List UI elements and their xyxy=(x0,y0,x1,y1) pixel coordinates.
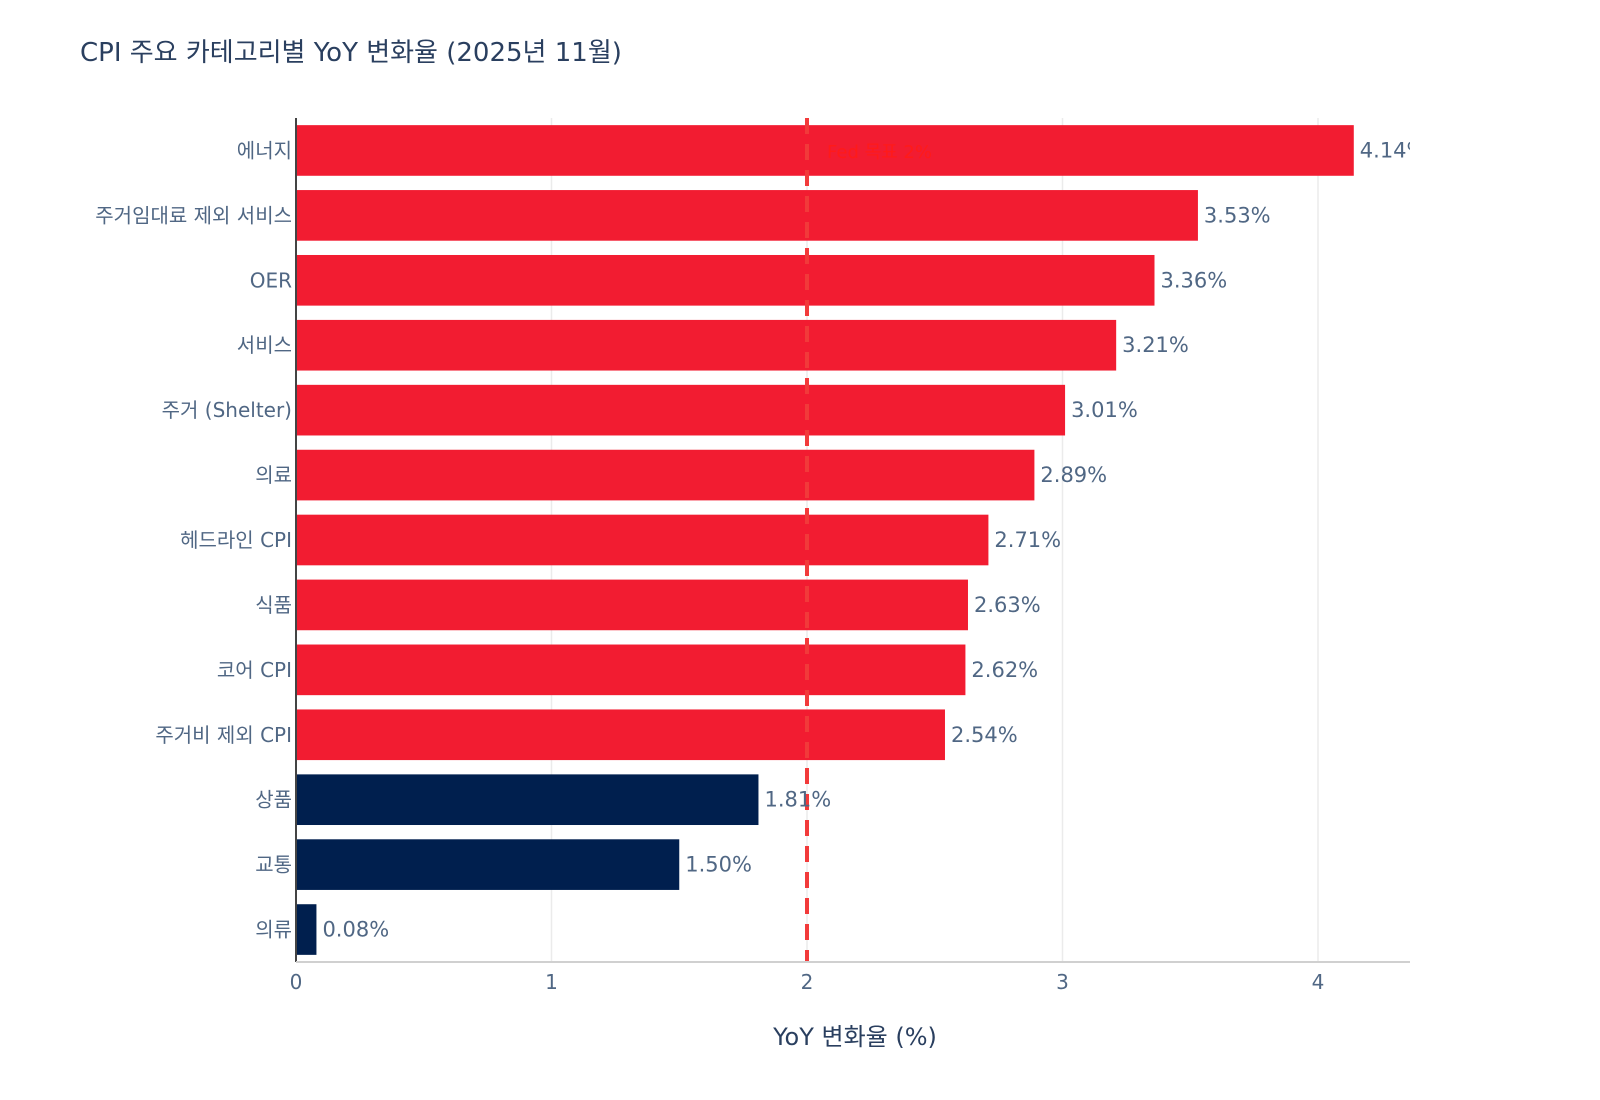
value-label: 1.81% xyxy=(764,788,831,812)
reference-line-label: Fed 목표 2% xyxy=(827,142,932,163)
bar xyxy=(296,644,966,696)
value-label: 2.71% xyxy=(994,528,1061,552)
value-label: 4.14% xyxy=(1360,138,1427,162)
chart-title: CPI 주요 카테고리별 YoY 변화율 (2025년 11월) xyxy=(80,38,622,68)
bar xyxy=(296,839,680,890)
category-label: 의료 xyxy=(255,463,292,487)
value-label: 1.50% xyxy=(685,853,752,877)
x-tick-label: 1 xyxy=(545,970,558,994)
category-label: 코어 CPI xyxy=(217,658,292,682)
bars xyxy=(296,125,1354,955)
bar xyxy=(296,384,1066,436)
category-label: OER xyxy=(250,268,292,292)
x-tick-label: 4 xyxy=(1312,970,1325,994)
category-label: 서비스 xyxy=(237,333,292,357)
x-axis-title: YoY 변화율 (%) xyxy=(772,1023,937,1051)
value-label: 2.54% xyxy=(951,723,1018,747)
category-label: 교통 xyxy=(255,853,292,877)
category-label: 상품 xyxy=(255,788,292,812)
category-label: 주거비 제외 CPI xyxy=(155,723,292,747)
reference-line-group: Fed 목표 2% xyxy=(805,118,932,962)
value-label: 2.63% xyxy=(974,593,1041,617)
value-label: 3.53% xyxy=(1204,203,1271,227)
x-tick-label: 0 xyxy=(290,970,303,994)
value-label: 0.08% xyxy=(322,918,389,942)
x-tick-label: 2 xyxy=(801,970,814,994)
bar xyxy=(296,774,759,826)
bar xyxy=(296,254,1155,306)
bar xyxy=(296,709,945,761)
axes: 0 1 2 3 4 xyxy=(290,118,1410,994)
value-label: 2.89% xyxy=(1040,463,1107,487)
value-label: 3.36% xyxy=(1160,268,1227,292)
bar xyxy=(296,190,1198,241)
bar xyxy=(296,125,1354,176)
value-label: 3.21% xyxy=(1122,333,1189,357)
bar xyxy=(296,904,317,955)
category-label: 에너지 xyxy=(237,138,292,162)
bar xyxy=(296,579,968,631)
value-label: 3.01% xyxy=(1071,398,1138,422)
value-labels: 4.14% 3.53% 3.36% 3.21% 3.01% 2.89% 2.71% 2.63%… xyxy=(322,138,1427,942)
category-label: 식품 xyxy=(255,593,292,617)
category-label: 의류 xyxy=(255,918,292,942)
category-label: 주거임대료 제외 서비스 xyxy=(95,203,292,227)
category-label: 헤드라인 CPI xyxy=(180,528,292,552)
bar xyxy=(296,514,989,566)
value-label: 2.62% xyxy=(971,658,1038,682)
bar xyxy=(296,319,1117,371)
bar xyxy=(296,449,1035,501)
x-tick-label: 3 xyxy=(1056,970,1069,994)
category-label: 주거 (Shelter) xyxy=(162,398,292,422)
